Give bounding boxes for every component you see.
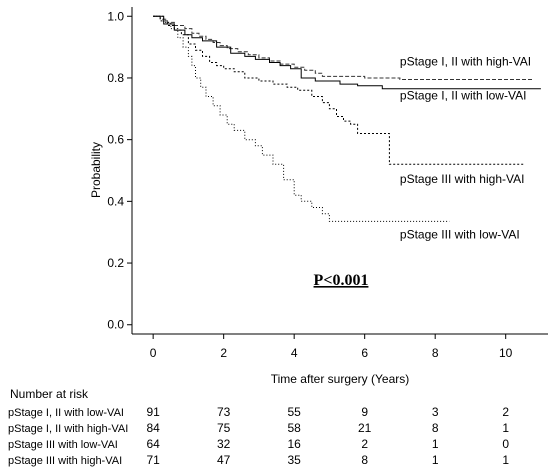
y-tick-label: 0.4 — [107, 194, 124, 208]
risk-count: 2 — [502, 405, 509, 419]
x-tick-label: 10 — [499, 346, 513, 360]
risk-count: 16 — [287, 437, 301, 451]
curves — [153, 15, 541, 222]
y-axis-title: Probability — [89, 142, 103, 198]
axes: 0.0 0.2 0.4 0.6 0.8 1.0 0 2 4 6 8 10 — [107, 7, 548, 360]
risk-count: 21 — [358, 421, 372, 435]
y-tick-label: 1.0 — [107, 9, 124, 23]
risk-count: 0 — [502, 437, 509, 451]
risk-table-title: Number at risk — [10, 387, 89, 401]
risk-count: 35 — [287, 453, 301, 467]
x-tick-label: 0 — [150, 346, 157, 360]
x-tick-label: 8 — [432, 346, 439, 360]
risk-count: 91 — [146, 405, 160, 419]
risk-count: 75 — [217, 421, 231, 435]
risk-count: 8 — [432, 421, 439, 435]
survival-curve-4 — [153, 15, 450, 222]
curve-label-2: pStage I, II with low-VAI — [400, 89, 527, 103]
y-tick-label: 0.8 — [107, 71, 124, 85]
risk-row-label: pStage I, II with high-VAI — [8, 423, 128, 435]
risk-count: 64 — [146, 437, 160, 451]
curve-label-3: pStage III with high-VAI — [400, 172, 525, 186]
risk-count: 1 — [432, 437, 439, 451]
risk-count: 71 — [146, 453, 160, 467]
risk-row-label: pStage III with high-VAI — [8, 455, 122, 467]
risk-count: 58 — [287, 421, 301, 435]
y-tick-label: 0.6 — [107, 133, 124, 147]
x-tick-label: 2 — [220, 346, 227, 360]
y-tick-label: 0.2 — [107, 256, 124, 270]
y-tick-label: 0.0 — [107, 318, 124, 332]
p-value-annotation: P<0.001 — [314, 272, 369, 289]
risk-count: 1 — [502, 453, 509, 467]
risk-row-label: pStage III with low-VAI — [8, 439, 118, 451]
curve-label-4: pStage III with low-VAI — [400, 227, 520, 241]
curve-labels: pStage I, II with high-VAI pStage I, II w… — [400, 55, 531, 242]
x-tick-label: 4 — [291, 346, 298, 360]
risk-count: 9 — [361, 405, 368, 419]
risk-count: 3 — [432, 405, 439, 419]
risk-count: 84 — [146, 421, 160, 435]
risk-count: 1 — [502, 421, 509, 435]
risk-count: 73 — [217, 405, 231, 419]
x-axis-title: Time after surgery (Years) — [271, 372, 410, 386]
survival-curve-2 — [153, 15, 541, 90]
risk-count: 47 — [217, 453, 231, 467]
risk-count: 55 — [287, 405, 301, 419]
survival-curve-3 — [153, 15, 524, 165]
curve-label-1: pStage I, II with high-VAI — [400, 55, 531, 69]
risk-table: pStage I, II with low-VAI 91 73 55 9 3 2pStage… — [8, 405, 509, 467]
survival-curve-1 — [153, 15, 534, 80]
risk-count: 1 — [432, 453, 439, 467]
x-tick-label: 6 — [361, 346, 368, 360]
risk-count: 8 — [361, 453, 368, 467]
risk-row-label: pStage I, II with low-VAI — [8, 407, 124, 419]
risk-count: 32 — [217, 437, 231, 451]
risk-count: 2 — [361, 437, 368, 451]
